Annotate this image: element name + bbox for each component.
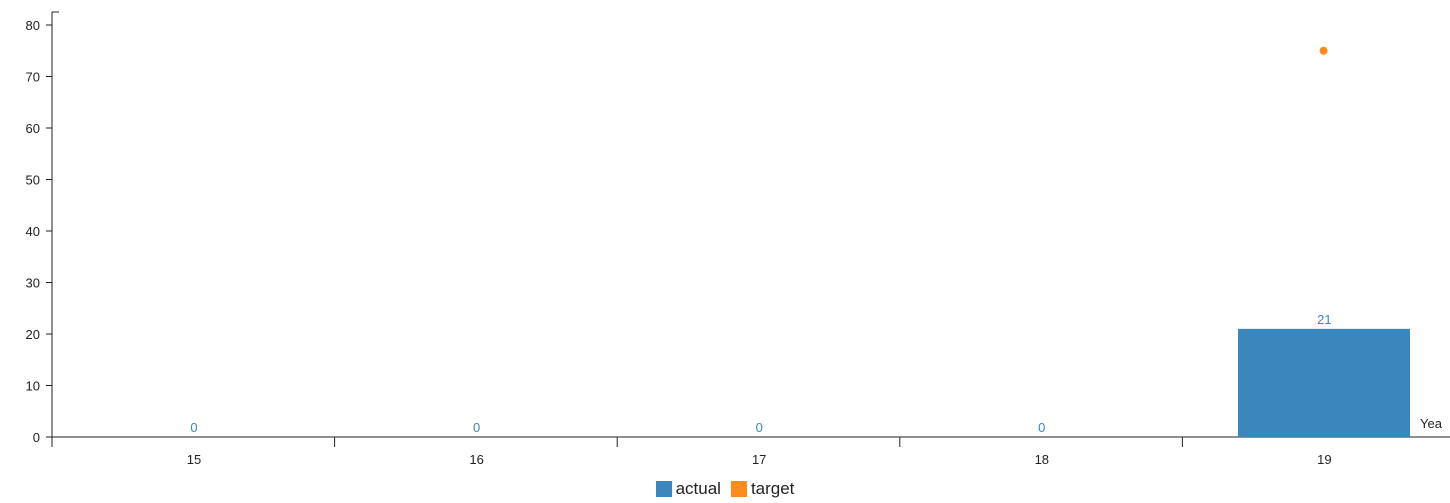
- x-tick-label: 17: [752, 452, 766, 467]
- y-tick-label: 70: [26, 70, 40, 85]
- y-tick-label: 80: [26, 18, 40, 33]
- legend: actual target: [0, 479, 1450, 499]
- y-tick-label: 20: [26, 327, 40, 342]
- y-tick-label: 60: [26, 121, 40, 136]
- y-tick-label: 40: [26, 224, 40, 239]
- y-tick-label: 30: [26, 276, 40, 291]
- legend-swatch-actual: [655, 481, 672, 497]
- data-label-actual: 0: [473, 420, 480, 435]
- x-tick-label: 16: [469, 452, 483, 467]
- x-tick-label: 15: [187, 452, 201, 467]
- legend-item-actual[interactable]: actual: [655, 479, 721, 499]
- legend-label-target: target: [750, 479, 795, 498]
- legend-swatch-target: [730, 481, 747, 497]
- x-tick-label: 19: [1317, 452, 1331, 467]
- x-tick-label: 18: [1035, 452, 1049, 467]
- bar-chart: 0 10 20 30 40 50 60 70 80 15 16 17 18 19 0 0 0 0 21 Yea: [26, 11, 1450, 467]
- y-tick-label: 0: [33, 430, 40, 445]
- legend-item-target[interactable]: target: [730, 479, 795, 499]
- y-tick-label: 50: [26, 173, 40, 188]
- x-axis: 15 16 17 18 19: [51, 436, 1450, 467]
- data-labels: 0 0 0 0 21: [190, 312, 1331, 435]
- y-axis: 0 10 20 30 40 50 60 70 80: [26, 11, 59, 445]
- bars: [1238, 328, 1410, 437]
- data-label-actual: 0: [1038, 420, 1045, 435]
- bar-actual[interactable]: [1238, 328, 1410, 437]
- data-label-actual: 21: [1317, 312, 1331, 327]
- point-target[interactable]: [1319, 46, 1328, 55]
- data-label-actual: 0: [756, 420, 763, 435]
- data-label-actual: 0: [190, 420, 197, 435]
- x-axis-label: Yea: [1420, 416, 1443, 431]
- y-tick-label: 10: [26, 379, 40, 394]
- target-points: [1319, 46, 1328, 55]
- legend-label-actual: actual: [675, 479, 721, 498]
